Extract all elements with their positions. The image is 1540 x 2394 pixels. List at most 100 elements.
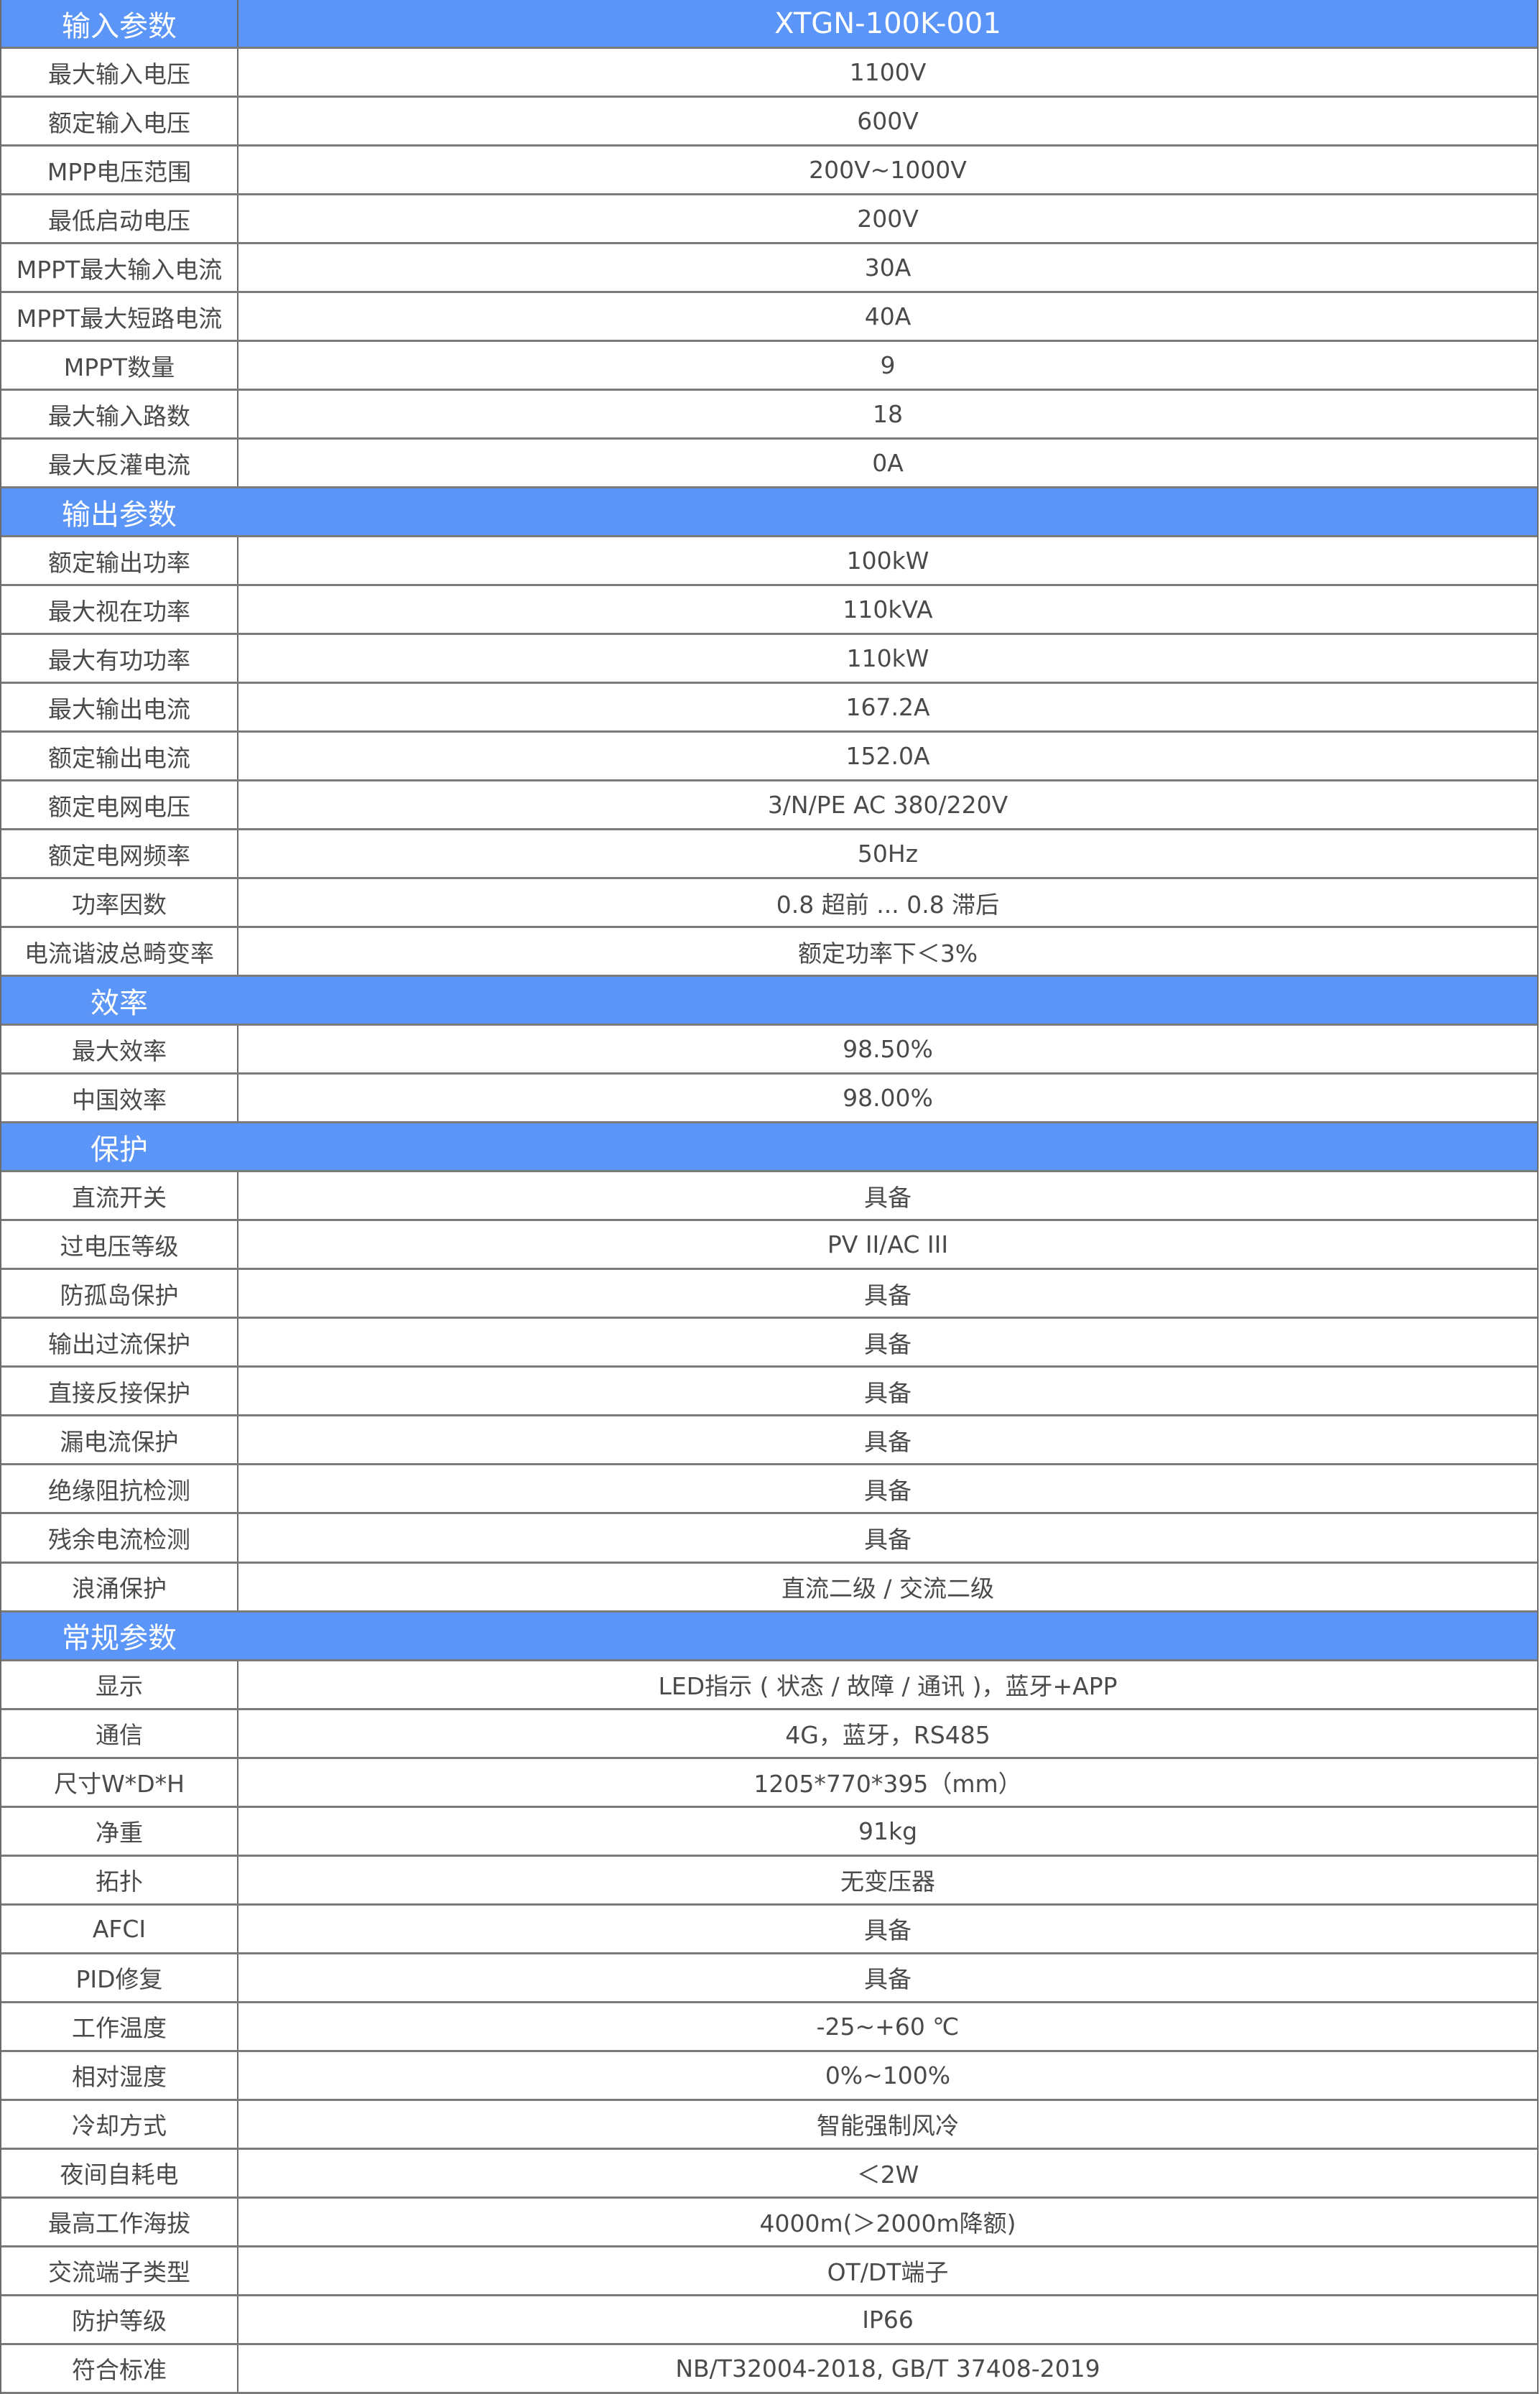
param-value: 98.00% (843, 1084, 933, 1113)
param-value: 具备 (864, 1525, 912, 1554)
table-row: 防护等级 IP66 (1, 2296, 1537, 2345)
table-row: 直接反接保护 具备 (1, 1368, 1537, 1417)
param-value: 具备 (864, 1281, 912, 1309)
table-row: 最低启动电压 200V (1, 195, 1537, 245)
table-row: MPPT最大短路电流 40A (1, 293, 1537, 343)
param-value: 200V (857, 205, 919, 233)
param-name: MPPT数量 (1, 342, 238, 389)
param-name: 功率因数 (1, 879, 238, 927)
param-value: 110kVA (843, 595, 933, 624)
param-value: 100kW (846, 547, 929, 575)
table-row: 最大效率 98.50% (1, 1026, 1537, 1075)
param-value: 91kg (858, 1817, 918, 1845)
param-value: 具备 (864, 1378, 912, 1407)
param-value: 9 (880, 351, 896, 380)
param-name: 符合标准 (1, 2344, 238, 2392)
param-name: 相对湿度 (1, 2051, 238, 2099)
param-value: IP66 (862, 2305, 914, 2334)
param-name: 最高工作海拔 (1, 2198, 238, 2245)
param-name: 输出过流保护 (1, 1319, 238, 1366)
param-value: ＜2W (856, 2161, 919, 2189)
param-name: 中国效率 (1, 1075, 238, 1122)
param-name: 绝缘阻抗检测 (1, 1465, 238, 1513)
param-value: 具备 (864, 1330, 912, 1358)
param-value: 4000m(＞2000m降额) (759, 2209, 1016, 2238)
param-name: AFCI (1, 1905, 238, 1952)
table-row: 输出过流保护 具备 (1, 1319, 1537, 1368)
param-value: 18 (873, 400, 903, 429)
table-row: 工作温度 -25~+60 ℃ (1, 2003, 1537, 2052)
param-name: 通信 (1, 1709, 238, 1757)
param-value: 具备 (864, 1965, 912, 1994)
param-value: 3/N/PE AC 380/220V (767, 791, 1008, 820)
param-value: 50Hz (857, 840, 919, 868)
table-row: 电流谐波总畸变率 额定功率下＜3% (1, 928, 1537, 978)
param-value: 167.2A (845, 693, 930, 722)
table-row: 防孤岛保护 具备 (1, 1270, 1537, 1319)
header-label: 输入参数 (1, 0, 238, 47)
param-name: 工作温度 (1, 2003, 238, 2050)
param-name: 净重 (1, 1807, 238, 1855)
param-name: 夜间自耗电 (1, 2149, 238, 2196)
param-name: 电流谐波总畸变率 (1, 928, 238, 975)
param-name: MPPT最大短路电流 (1, 293, 238, 340)
table-row: 最大有功功率 110kW (1, 635, 1537, 685)
model-name: XTGN-100K-001 (774, 6, 1001, 40)
param-value: 4G，蓝牙，RS485 (785, 1721, 991, 1750)
param-name: 拓扑 (1, 1856, 238, 1903)
param-value: 具备 (864, 1916, 912, 1945)
table-row: 显示 LED指示 ( 状态 / 故障 / 通讯 )，蓝牙+APP (1, 1661, 1537, 1710)
param-name: 最低启动电压 (1, 195, 238, 243)
param-name: 冷却方式 (1, 2100, 238, 2148)
param-value: 30A (864, 254, 912, 282)
table-row: MPPT最大输入电流 30A (1, 244, 1537, 294)
table-row: 额定输出电流 152.0A (1, 733, 1537, 782)
param-name: 最大有功功率 (1, 635, 238, 682)
param-name: 额定输出功率 (1, 537, 238, 585)
param-name: 最大视在功率 (1, 586, 238, 634)
param-name: 显示 (1, 1661, 238, 1708)
table-row: 直流开关 具备 (1, 1172, 1537, 1222)
table-row: 中国效率 98.00% (1, 1075, 1537, 1124)
param-name: 漏电流保护 (1, 1416, 238, 1464)
table-row: 绝缘阻抗检测 具备 (1, 1465, 1537, 1515)
param-value: 600V (857, 107, 919, 136)
param-name: 最大效率 (1, 1026, 238, 1073)
param-name: 直接反接保护 (1, 1368, 238, 1415)
table-row: MPPT数量 9 (1, 342, 1537, 391)
param-value: 具备 (864, 1183, 912, 1212)
param-value: 1205*770*395（mm） (753, 1770, 1022, 1799)
table-row: 通信 4G，蓝牙，RS485 (1, 1709, 1537, 1759)
table-row: 额定输出功率 100kW (1, 537, 1537, 587)
param-name: MPP电压范围 (1, 147, 238, 194)
param-value: 152.0A (845, 742, 930, 771)
param-value: NB/T32004-2018, GB/T 37408-2019 (675, 2354, 1100, 2383)
table-row: 最大反灌电流 0A (1, 440, 1537, 489)
param-name: 最大反灌电流 (1, 440, 238, 487)
param-name: 过电压等级 (1, 1221, 238, 1268)
param-value: 98.50% (843, 1035, 933, 1064)
param-value: PV II/AC III (827, 1230, 949, 1259)
section-title: 效率 (91, 986, 148, 1020)
param-name: 残余电流检测 (1, 1514, 238, 1562)
table-row: 浪涌保护 直流二级 / 交流二级 (1, 1563, 1537, 1613)
param-name: 额定输出电流 (1, 733, 238, 780)
section-header: 保护 (1, 1123, 1537, 1173)
param-name: 防孤岛保护 (1, 1270, 238, 1317)
section-title: 输出参数 (62, 498, 177, 532)
param-value: 110kW (846, 644, 929, 673)
table-row: 残余电流检测 具备 (1, 1514, 1537, 1564)
param-value: 无变压器 (840, 1868, 935, 1896)
param-name: 额定电网电压 (1, 781, 238, 829)
table-row: 漏电流保护 具备 (1, 1416, 1537, 1466)
table-row: 最大输入电压 1100V (1, 49, 1537, 98)
table-row: 过电压等级 PV II/AC III (1, 1221, 1537, 1271)
section-header: 效率 (1, 977, 1537, 1026)
table-row: 尺寸W*D*H 1205*770*395（mm） (1, 1758, 1537, 1808)
param-value: 200V~1000V (809, 156, 967, 185)
param-name: 额定输入电压 (1, 98, 238, 145)
table-row: 额定电网电压 3/N/PE AC 380/220V (1, 781, 1537, 831)
param-name: MPPT最大输入电流 (1, 244, 238, 292)
param-value: 具备 (864, 1476, 912, 1505)
